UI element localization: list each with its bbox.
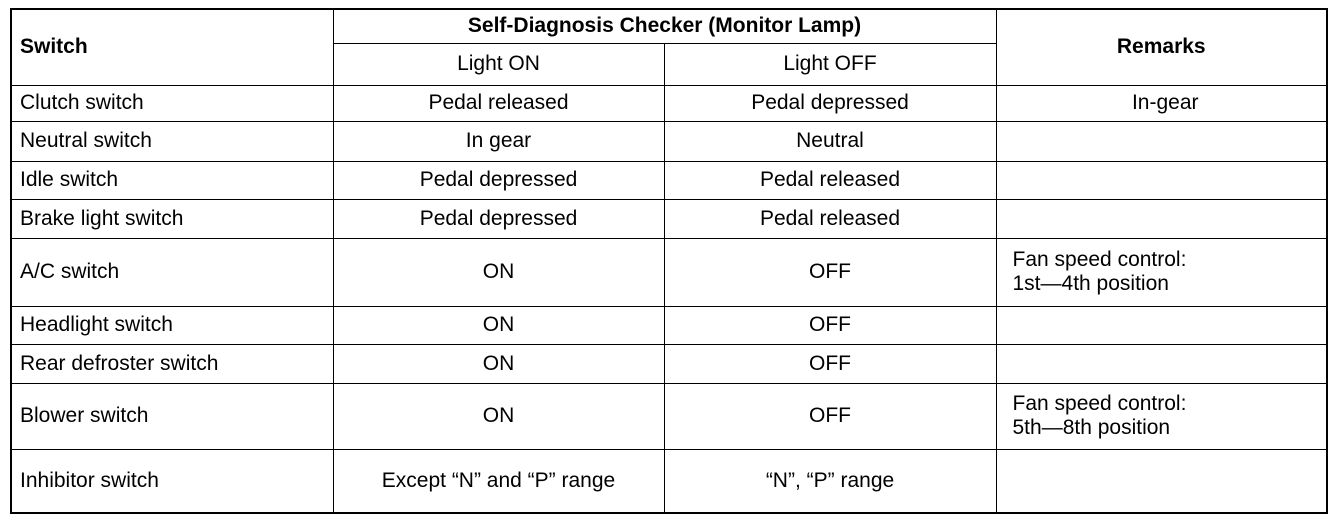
switch-name: Inhibitor switch [10, 448, 334, 514]
table-row: Idle switch Pedal depressed Pedal released [10, 160, 1328, 200]
light-on-cell: ON [332, 305, 665, 345]
switch-name: Idle switch [10, 160, 334, 200]
switch-name: Brake light switch [10, 198, 334, 239]
light-on-cell: Pedal depressed [332, 198, 665, 239]
table-header: Switch Self-Diagnosis Checker (Monitor L… [10, 8, 1328, 86]
table-row: Rear defroster switch ON OFF [10, 343, 1328, 384]
switch-name: A/C switch [10, 237, 334, 307]
switch-name: Clutch switch [10, 84, 334, 122]
light-on-cell: Pedal released [332, 84, 665, 122]
header-cell: Switch [10, 8, 334, 86]
light-off-cell: OFF [663, 305, 997, 345]
table-row: Blower switch ON OFF Fan speed control: 5th… [10, 382, 1328, 450]
light-off-cell: Pedal released [663, 160, 997, 200]
light-off-cell: OFF [663, 237, 997, 307]
table-row: Neutral switch In gear Neutral [10, 120, 1328, 162]
remarks-cell [995, 343, 1328, 384]
subheader-cell: Light ON [332, 42, 665, 86]
remarks-cell [995, 448, 1328, 514]
light-off-cell: OFF [663, 343, 997, 384]
subheader-cell: Light OFF [663, 42, 997, 86]
switch-name: Headlight switch [10, 305, 334, 345]
remarks-cell [995, 160, 1328, 200]
remarks-cell [995, 198, 1328, 239]
table-row: Inhibitor switch Except “N” and “P” range… [10, 448, 1328, 514]
switch-name: Blower switch [10, 382, 334, 450]
table-row: Headlight switch ON OFF [10, 305, 1328, 345]
remarks-cell: Fan speed control: 1st—4th position [995, 237, 1328, 307]
light-on-cell: In gear [332, 120, 665, 162]
switch-table: Switch Self-Diagnosis Checker (Monitor L… [10, 8, 1328, 514]
remarks-cell [995, 120, 1328, 162]
remarks-cell: Fan speed control: 5th—8th position [995, 382, 1328, 450]
header-cell: Remarks [995, 8, 1328, 86]
light-on-cell: Pedal depressed [332, 160, 665, 200]
light-off-cell: Pedal depressed [663, 84, 997, 122]
switch-name: Neutral switch [10, 120, 334, 162]
light-on-cell: ON [332, 382, 665, 450]
header-cell: Self-Diagnosis Checker (Monitor Lamp) [332, 8, 997, 44]
light-off-cell: “N”, “P” range [663, 448, 997, 514]
switch-name: Rear defroster switch [10, 343, 334, 384]
light-off-cell: OFF [663, 382, 997, 450]
remarks-cell [995, 305, 1328, 345]
table-row: Clutch switch Pedal released Pedal depress… [10, 84, 1328, 122]
remarks-cell: In-gear [995, 84, 1328, 122]
light-off-cell: Pedal released [663, 198, 997, 239]
table-row: Brake light switch Pedal depressed Pedal r… [10, 198, 1328, 239]
light-on-cell: ON [332, 237, 665, 307]
light-on-cell: ON [332, 343, 665, 384]
table-body: Clutch switch Pedal released Pedal depress… [10, 84, 1328, 514]
light-off-cell: Neutral [663, 120, 997, 162]
table-row: A/C switch ON OFF Fan speed control: 1st—4t… [10, 237, 1328, 307]
light-on-cell: Except “N” and “P” range [332, 448, 665, 514]
